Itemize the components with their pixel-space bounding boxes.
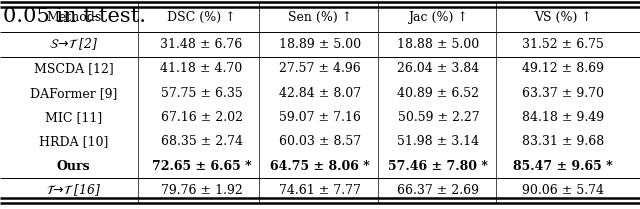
Text: 51.98 ± 3.14: 51.98 ± 3.14 (397, 135, 479, 148)
Text: Jac (%) ↑: Jac (%) ↑ (408, 11, 468, 24)
Text: MSCDA [12]: MSCDA [12] (34, 62, 113, 75)
Text: $\mathcal{S}\!\rightarrow\!\mathcal{T}$ [2]: $\mathcal{S}\!\rightarrow\!\mathcal{T}$ … (49, 37, 98, 52)
Text: 90.06 ± 5.74: 90.06 ± 5.74 (522, 184, 604, 197)
Text: 57.75 ± 6.35: 57.75 ± 6.35 (161, 87, 243, 100)
Text: 59.07 ± 7.16: 59.07 ± 7.16 (279, 111, 361, 124)
Text: 49.12 ± 8.69: 49.12 ± 8.69 (522, 62, 604, 75)
Text: 42.84 ± 8.07: 42.84 ± 8.07 (279, 87, 361, 100)
Text: 66.37 ± 2.69: 66.37 ± 2.69 (397, 184, 479, 197)
Text: 18.89 ± 5.00: 18.89 ± 5.00 (279, 38, 361, 51)
Text: 72.65 ± 6.65 *: 72.65 ± 6.65 * (152, 160, 252, 173)
Text: 84.18 ± 9.49: 84.18 ± 9.49 (522, 111, 604, 124)
Text: 50.59 ± 2.27: 50.59 ± 2.27 (397, 111, 479, 124)
Text: 74.61 ± 7.77: 74.61 ± 7.77 (279, 184, 361, 197)
Text: 0.05 in t-test.: 0.05 in t-test. (3, 7, 146, 26)
Text: 41.18 ± 4.70: 41.18 ± 4.70 (161, 62, 243, 75)
Text: 31.48 ± 6.76: 31.48 ± 6.76 (161, 38, 243, 51)
Text: Methods: Methods (46, 11, 101, 24)
Text: 60.03 ± 8.57: 60.03 ± 8.57 (279, 135, 361, 148)
Text: 63.37 ± 9.70: 63.37 ± 9.70 (522, 87, 604, 100)
Text: Ours: Ours (57, 160, 90, 173)
Text: 67.16 ± 2.02: 67.16 ± 2.02 (161, 111, 243, 124)
Text: 40.89 ± 6.52: 40.89 ± 6.52 (397, 87, 479, 100)
Text: Sen (%) ↑: Sen (%) ↑ (288, 11, 352, 24)
Text: 79.76 ± 1.92: 79.76 ± 1.92 (161, 184, 243, 197)
Text: $\mathcal{T}\!\rightarrow\!\mathcal{T}$ [16]: $\mathcal{T}\!\rightarrow\!\mathcal{T}$ … (46, 183, 101, 198)
Text: 27.57 ± 4.96: 27.57 ± 4.96 (279, 62, 361, 75)
Text: DSC (%) ↑: DSC (%) ↑ (167, 11, 236, 24)
Text: 31.52 ± 6.75: 31.52 ± 6.75 (522, 38, 604, 51)
Text: 64.75 ± 8.06 *: 64.75 ± 8.06 * (270, 160, 370, 173)
Text: 26.04 ± 3.84: 26.04 ± 3.84 (397, 62, 479, 75)
Text: DAFormer [9]: DAFormer [9] (30, 87, 117, 100)
Text: 85.47 ± 9.65 *: 85.47 ± 9.65 * (513, 160, 613, 173)
Text: 68.35 ± 2.74: 68.35 ± 2.74 (161, 135, 243, 148)
Text: HRDA [10]: HRDA [10] (39, 135, 108, 148)
Text: VS (%) ↑: VS (%) ↑ (534, 11, 592, 24)
Text: 57.46 ± 7.80 *: 57.46 ± 7.80 * (388, 160, 488, 173)
Text: 83.31 ± 9.68: 83.31 ± 9.68 (522, 135, 604, 148)
Text: 18.88 ± 5.00: 18.88 ± 5.00 (397, 38, 479, 51)
Text: MIC [11]: MIC [11] (45, 111, 102, 124)
